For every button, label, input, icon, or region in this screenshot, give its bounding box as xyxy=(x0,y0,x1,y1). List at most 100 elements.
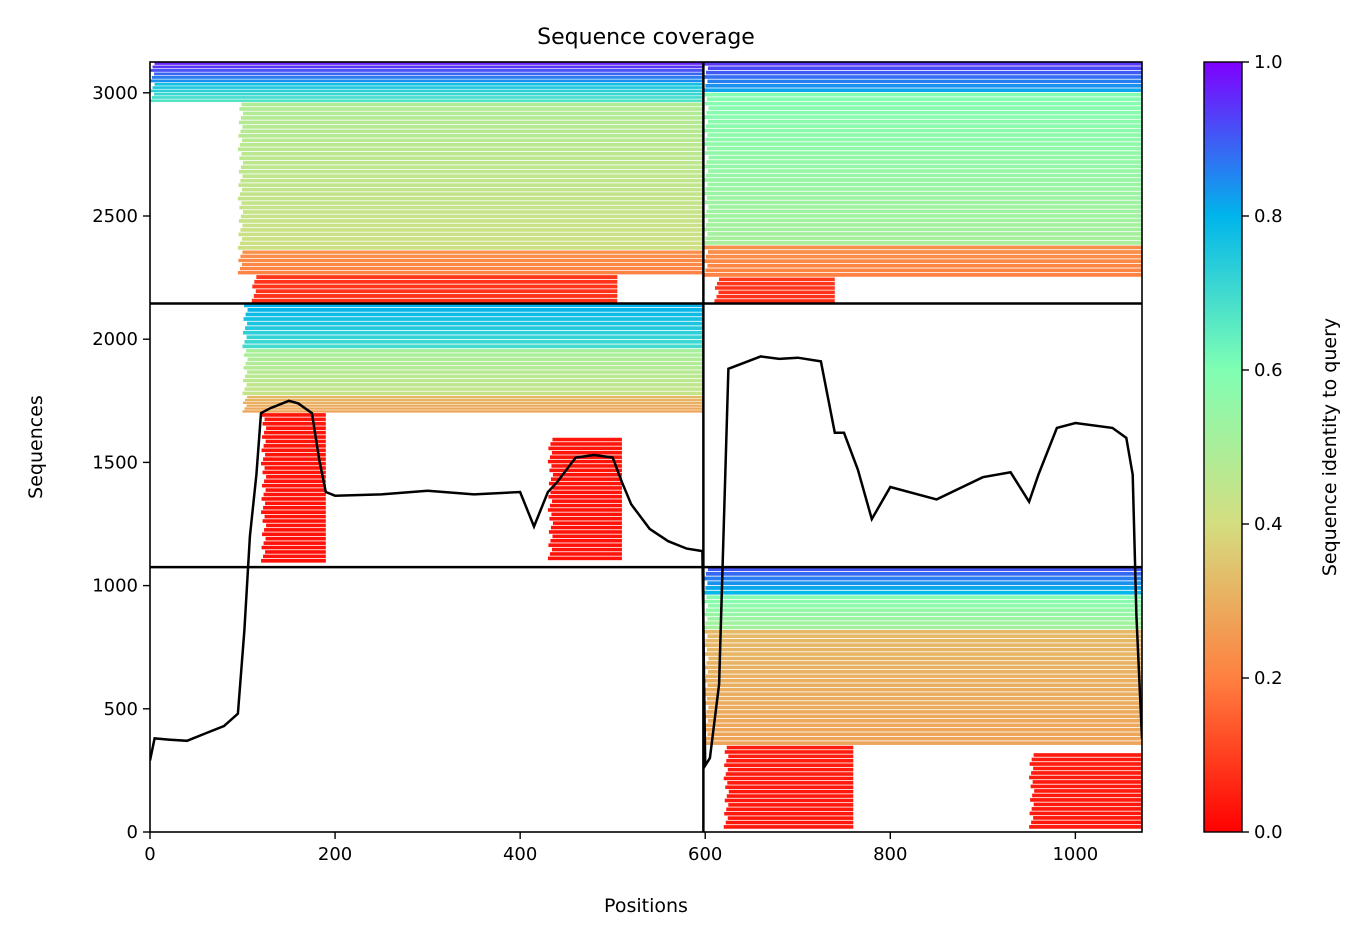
coverage-row xyxy=(264,430,326,435)
coverage-row xyxy=(256,275,618,280)
coverage-row xyxy=(262,421,326,426)
coverage-row xyxy=(152,75,704,79)
coverage-row xyxy=(708,705,1142,710)
coverage-row xyxy=(705,124,1142,128)
coverage-band xyxy=(703,62,1142,93)
coverage-row xyxy=(240,129,704,134)
coverage-row xyxy=(239,266,704,271)
coverage-row xyxy=(707,604,1142,608)
coverage-row xyxy=(703,741,1142,745)
coverage-row xyxy=(1030,784,1142,789)
coverage-row xyxy=(243,366,704,370)
coverage-row xyxy=(726,745,854,750)
coverage-row xyxy=(1032,793,1142,798)
coverage-row xyxy=(706,595,1142,599)
coverage-row xyxy=(703,88,1142,93)
coverage-row xyxy=(703,75,1142,79)
plot-area xyxy=(150,62,1142,832)
coverage-row xyxy=(728,789,854,794)
coverage-row xyxy=(244,353,704,357)
coverage-row xyxy=(265,452,326,457)
coverage-row xyxy=(239,156,704,161)
coverage-row xyxy=(240,254,704,258)
block-background xyxy=(703,303,1142,568)
coverage-row xyxy=(1033,753,1142,757)
coverage-row xyxy=(550,538,622,543)
coverage-row xyxy=(242,410,704,413)
coverage-row xyxy=(707,617,1142,621)
coverage-row xyxy=(548,446,622,451)
coverage-row xyxy=(726,794,854,798)
coverage-row xyxy=(704,200,1142,205)
y-tick-label: 1000 xyxy=(92,576,138,597)
coverage-row xyxy=(707,670,1142,674)
x-axis: 0 200 400 600 800 1000 xyxy=(144,832,1098,865)
coverage-row xyxy=(261,510,326,515)
coverage-row xyxy=(549,503,622,508)
colorbar xyxy=(1203,61,1243,833)
coverage-row xyxy=(261,545,326,550)
x-tick-label: 800 xyxy=(873,844,907,865)
coverage-row xyxy=(704,151,1142,155)
coverage-row xyxy=(242,250,704,254)
coverage-row xyxy=(705,674,1142,679)
coverage-band xyxy=(242,303,704,349)
coverage-row xyxy=(705,723,1142,728)
coverage-row xyxy=(703,643,1142,647)
colorbar-label: Sequence identity to query xyxy=(1319,318,1341,576)
x-axis-label: Positions xyxy=(604,895,688,917)
coverage-row xyxy=(239,142,704,147)
coverage-band xyxy=(150,82,704,103)
coverage-row xyxy=(707,119,1142,124)
coverage-row xyxy=(728,803,854,807)
coverage-row xyxy=(263,541,326,545)
coverage-row xyxy=(240,116,704,120)
coverage-row xyxy=(551,464,622,468)
coverage-row xyxy=(703,692,1142,696)
coverage-row xyxy=(263,444,326,448)
x-tick-label: 1000 xyxy=(1052,844,1098,865)
coverage-row xyxy=(247,321,704,326)
coverage-row xyxy=(704,652,1142,656)
coverage-row xyxy=(705,586,1142,590)
coverage-row xyxy=(708,155,1142,160)
coverage-row xyxy=(239,205,704,210)
coverage-row xyxy=(707,79,1142,84)
coverage-row xyxy=(548,530,622,534)
coverage-row xyxy=(238,219,704,223)
coverage-blocks xyxy=(150,62,1142,832)
coverage-row xyxy=(1033,816,1142,820)
coverage-row xyxy=(264,479,326,484)
y-tick-label: 0 xyxy=(127,822,138,843)
coverage-row xyxy=(237,271,704,275)
coverage-row xyxy=(703,625,1142,630)
coverage-row xyxy=(725,785,854,790)
coverage-row xyxy=(264,466,326,470)
coverage-row xyxy=(716,294,835,299)
coverage-row xyxy=(241,237,704,241)
coverage-row xyxy=(707,263,1142,268)
coverage-row xyxy=(706,696,1142,701)
coverage-row xyxy=(239,241,704,246)
y-tick-label: 2500 xyxy=(92,206,138,227)
coverage-row xyxy=(261,497,326,501)
coverage-row xyxy=(247,370,704,374)
coverage-row xyxy=(703,142,1142,146)
coverage-row xyxy=(1031,807,1142,811)
coverage-row xyxy=(152,86,704,89)
coverage-row xyxy=(705,173,1142,178)
coverage-row xyxy=(246,335,704,340)
coverage-row xyxy=(264,417,326,422)
coverage-row xyxy=(705,137,1142,142)
coverage-row xyxy=(242,391,704,396)
chart-title: Sequence coverage xyxy=(537,25,755,50)
coverage-row xyxy=(707,169,1142,173)
coverage-row xyxy=(704,101,1142,106)
coverage-row xyxy=(263,457,326,461)
coverage-row xyxy=(1029,811,1142,816)
coverage-row xyxy=(242,174,704,179)
coverage-row xyxy=(265,550,326,554)
colorbar-tick-label: 0.2 xyxy=(1254,668,1283,689)
coverage-row xyxy=(550,477,622,481)
coverage-row xyxy=(241,151,704,156)
